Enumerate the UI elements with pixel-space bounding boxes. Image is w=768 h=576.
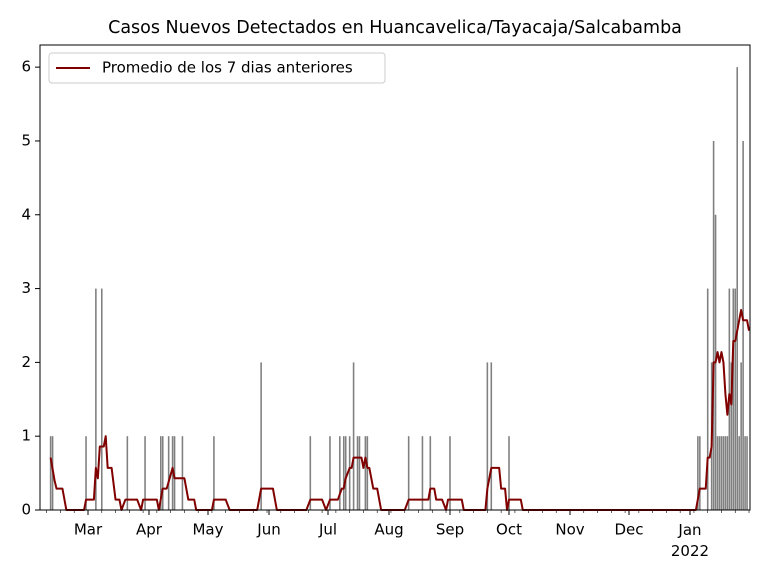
bar xyxy=(746,436,748,510)
bar xyxy=(181,436,184,510)
bar xyxy=(730,362,733,510)
chart-title: Casos Nuevos Detectados en Huancavelica/… xyxy=(108,18,682,38)
y-tick-label: 3 xyxy=(21,279,31,297)
x-tick-label: Nov xyxy=(555,521,584,539)
bar xyxy=(344,436,347,510)
bar xyxy=(339,436,341,510)
bar xyxy=(429,436,432,510)
plot-frame xyxy=(39,44,751,511)
bar xyxy=(356,436,359,510)
x-tick-label: Sep xyxy=(436,521,464,539)
bar xyxy=(740,362,742,510)
bar xyxy=(716,436,719,510)
x-tick-label: Mar xyxy=(74,521,103,539)
legend: Promedio de los 7 dias anteriores xyxy=(48,52,386,84)
bar xyxy=(697,436,699,510)
bar xyxy=(348,436,351,510)
bar xyxy=(160,436,162,510)
legend-label: Promedio de los 7 dias anteriores xyxy=(102,59,353,77)
bar xyxy=(486,362,489,510)
bar xyxy=(364,436,367,510)
y-tick-label: 1 xyxy=(21,427,31,445)
bar xyxy=(85,436,87,510)
bar xyxy=(49,436,52,510)
bar xyxy=(358,436,361,510)
bar xyxy=(126,436,129,510)
bar xyxy=(352,362,355,510)
bar xyxy=(95,288,97,510)
bar xyxy=(508,436,510,510)
bar xyxy=(490,362,493,510)
bar xyxy=(342,436,345,510)
x-tick-label: Jun xyxy=(256,521,280,539)
y-tick-label: 4 xyxy=(21,205,31,223)
bar xyxy=(449,436,451,510)
y-tick-label: 6 xyxy=(21,58,31,76)
bar xyxy=(213,436,215,510)
bar xyxy=(720,436,723,510)
bar xyxy=(421,436,424,510)
legend-box xyxy=(48,52,386,84)
bar xyxy=(167,436,170,510)
bar xyxy=(726,436,729,510)
bar xyxy=(161,436,164,510)
line xyxy=(49,308,751,511)
x-tick-label: Dec xyxy=(614,521,643,539)
bar xyxy=(366,436,369,510)
bar xyxy=(706,288,709,510)
y-tick-label: 5 xyxy=(21,131,31,149)
x-tick-label: Jan 2022 xyxy=(671,521,709,560)
bar xyxy=(744,436,746,510)
bar xyxy=(260,362,262,510)
y-tick-label: 0 xyxy=(21,501,31,519)
x-tick-label: Jul xyxy=(318,521,337,539)
bar xyxy=(309,436,312,510)
x-tick-label: Apr xyxy=(136,521,163,539)
bar xyxy=(736,67,738,511)
bar xyxy=(100,288,103,510)
x-tick-label: Oct xyxy=(496,521,522,539)
bar xyxy=(329,436,331,510)
bar xyxy=(718,436,721,510)
bar xyxy=(742,140,744,510)
y-tick-label: 2 xyxy=(21,353,31,371)
bar xyxy=(724,436,727,510)
bar xyxy=(144,436,146,510)
bar xyxy=(407,436,410,510)
bar xyxy=(732,288,735,510)
x-tick-label: Aug xyxy=(374,521,403,539)
bar xyxy=(738,436,740,510)
bar xyxy=(712,140,715,510)
x-tick-label: May xyxy=(192,521,223,539)
bar xyxy=(699,436,701,510)
bar xyxy=(734,288,737,510)
bar xyxy=(722,436,725,510)
